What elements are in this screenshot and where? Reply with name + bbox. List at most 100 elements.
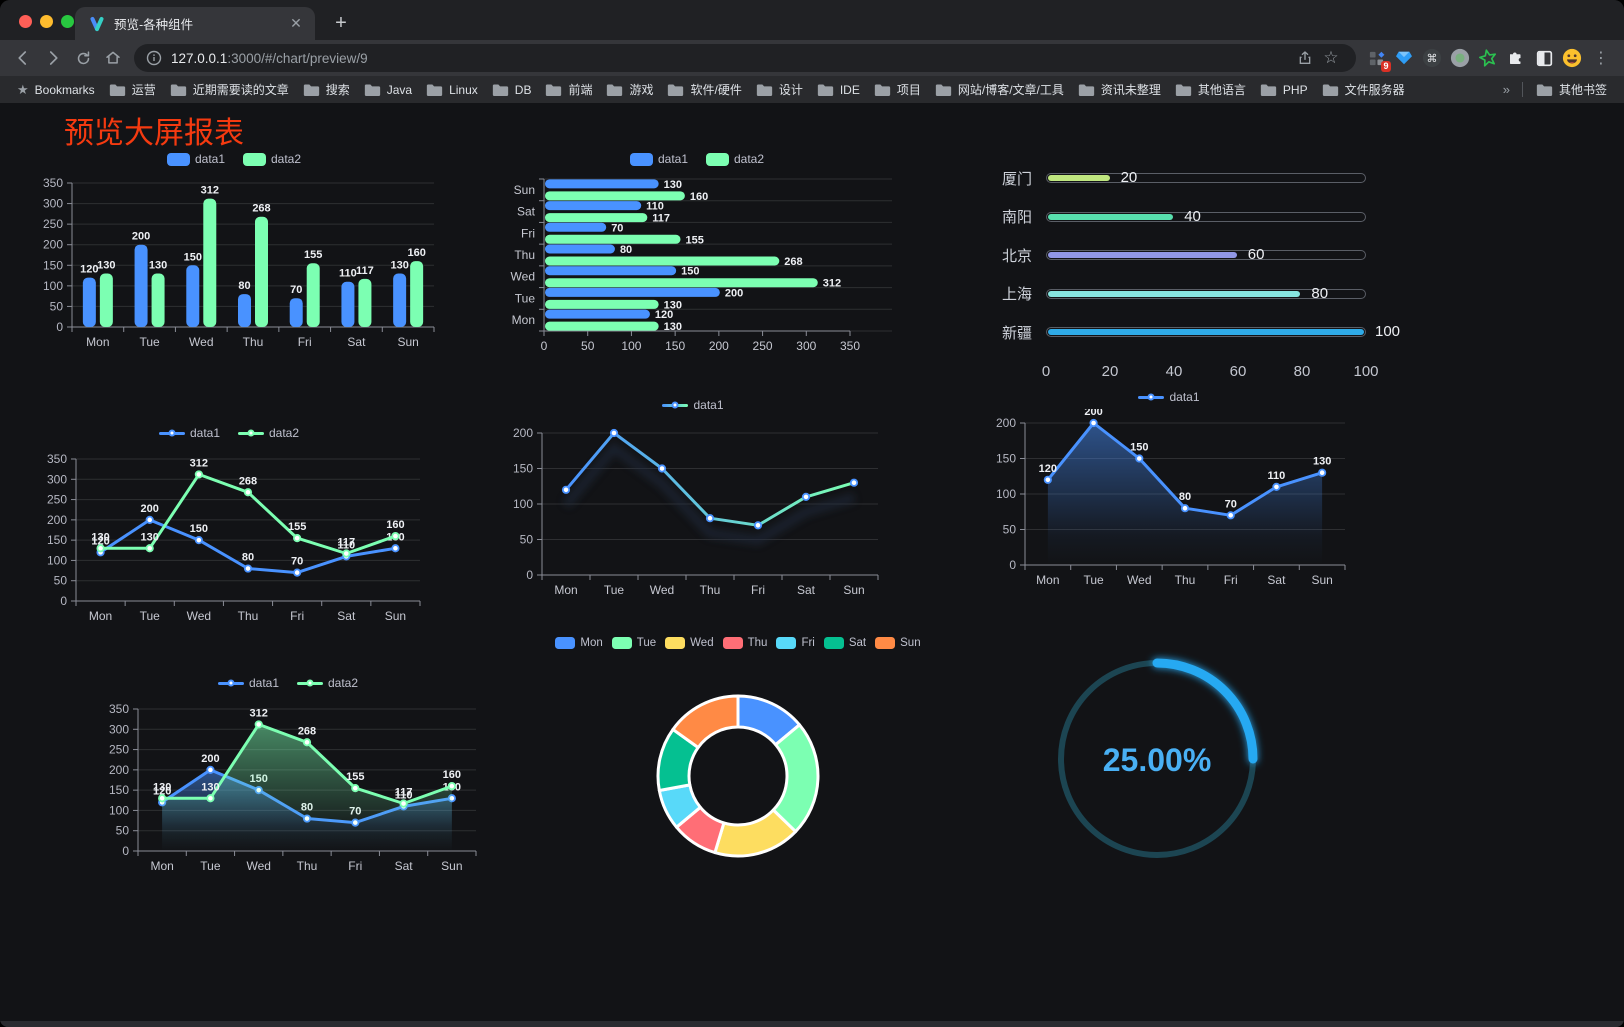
chart-canvas[interactable]: 0 50 100 150 200 250 300 350 Mon Tue Wed Thu Fri Sat S… <box>92 695 484 885</box>
bookmark-folder[interactable]: 搜索 <box>296 79 357 101</box>
legend-item[interactable]: data2 <box>706 152 764 166</box>
svg-text:350: 350 <box>840 339 860 353</box>
bookmark-folder[interactable]: DB <box>485 79 539 101</box>
reload-button[interactable] <box>68 43 98 73</box>
legend-item[interactable]: Wed <box>665 637 714 649</box>
legend-item[interactable]: data1 <box>217 676 279 690</box>
extension-recorder-button[interactable] <box>1446 44 1474 72</box>
progress-row[interactable]: 上海 80 <box>988 274 1366 312</box>
extensions-button[interactable] <box>1502 44 1530 72</box>
bookmark-folder[interactable]: 文件服务器 <box>1315 79 1412 101</box>
minimize-window-button[interactable] <box>40 15 53 28</box>
legend-item[interactable]: data1 <box>1138 390 1200 404</box>
legend-item[interactable]: data1 <box>629 152 688 166</box>
dual-line-chart[interactable]: data1 data2 0 50 100 150 200 250 300 350 Mon Tue We… <box>30 421 428 637</box>
legend-item[interactable]: data1 <box>166 152 225 166</box>
progress-fill <box>1048 175 1110 182</box>
horizontal-bar-chart[interactable]: data1 data2 0 50 100 150 200 250 300 350 Mon 120 13… <box>498 147 896 365</box>
chart-canvas[interactable]: 0 50 100 150 200 Mon Tue Wed Thu Fri Sat Sun 120 200 1… <box>985 409 1353 595</box>
svg-text:120: 120 <box>80 264 98 276</box>
progress-row[interactable]: 南阳 40 <box>988 197 1366 235</box>
folder-icon <box>426 83 443 96</box>
legend-item[interactable]: data2 <box>238 426 299 440</box>
home-button[interactable] <box>98 43 128 73</box>
close-window-button[interactable] <box>19 15 32 28</box>
bookmark-folder[interactable]: 资讯未整理 <box>1071 79 1168 101</box>
other-bookmarks-item[interactable]: 其他书签 <box>1529 79 1614 101</box>
svg-text:Mon: Mon <box>86 335 109 349</box>
new-tab-button[interactable]: + <box>335 11 347 34</box>
svg-text:70: 70 <box>291 556 303 568</box>
bookmark-folder[interactable]: 前端 <box>538 79 599 101</box>
extension-tab-manager-button[interactable]: 9 <box>1362 44 1391 72</box>
progress-row[interactable]: 厦门 20 <box>988 159 1366 197</box>
bookmark-folder[interactable]: PHP <box>1253 79 1315 101</box>
bookmark-folder[interactable]: 设计 <box>749 79 810 101</box>
grouped-bar-chart[interactable]: data1 data2 0 50 100 150 200 250 300 350 Mon Tue We… <box>28 147 440 363</box>
forward-button[interactable] <box>38 43 68 73</box>
legend-item[interactable]: data1 <box>662 398 724 412</box>
legend-item[interactable]: Thu <box>722 637 767 649</box>
bookmark-folder[interactable]: 软件/硬件 <box>660 79 748 101</box>
svg-text:150: 150 <box>109 783 129 797</box>
donut-chart[interactable]: Mon Tue Wed Thu Fri Sat Sun <box>538 631 938 889</box>
legend-item[interactable]: Sat <box>823 637 866 649</box>
share-button[interactable] <box>1292 45 1318 71</box>
extension-vue-devtools-button[interactable] <box>1390 44 1418 72</box>
chart-canvas[interactable]: 0 50 100 150 200 Mon Tue Wed Thu Fri Sat Sun <box>498 417 888 607</box>
progress-row[interactable]: 新疆 100 <box>988 313 1400 351</box>
progress-bars-chart[interactable]: 厦门 20 南阳 40 北京 60 上海 80 新疆 100 0 20 40 60 80 100 <box>988 155 1400 387</box>
legend-label: data2 <box>271 152 302 166</box>
bookmark-folder[interactable]: 网站/博客/文章/工具 <box>928 79 1071 101</box>
page-title: 预览大屏报表 <box>64 117 244 150</box>
svg-text:Tue: Tue <box>140 609 161 623</box>
browser-tab[interactable]: 预览-各种组件 ✕ <box>75 7 315 40</box>
svg-text:110: 110 <box>646 201 664 213</box>
chart-canvas[interactable]: 0 50 100 150 200 250 300 350 Mon Tue Wed Thu Fri Sat S… <box>28 171 440 361</box>
gradient-line-chart[interactable]: data1 0 50 100 150 200 Mon Tue Wed Thu Fri Sat Sun <box>498 393 888 609</box>
bookmark-folder[interactable]: 运营 <box>102 79 163 101</box>
back-button[interactable] <box>8 43 38 73</box>
menu-button[interactable]: ⋮ <box>1593 50 1609 67</box>
bookmark-star-button[interactable]: ☆ <box>1318 45 1344 71</box>
extension-dark-reader-button[interactable] <box>1530 44 1558 72</box>
gauge-chart[interactable]: 25.00% <box>1032 639 1282 879</box>
site-info-icon[interactable] <box>146 50 162 66</box>
legend-item[interactable]: data2 <box>243 152 301 166</box>
maximize-window-button[interactable] <box>61 15 74 28</box>
legend-label: data1 <box>1169 390 1200 404</box>
legend-item[interactable]: Sun <box>875 637 921 649</box>
extension-emoji-button[interactable] <box>1558 44 1586 72</box>
bookmark-folder[interactable]: 近期需要读的文章 <box>163 79 296 101</box>
legend-item[interactable]: data2 <box>297 676 358 690</box>
legend-item[interactable]: data1 <box>158 426 220 440</box>
legend-item[interactable]: Fri <box>776 637 815 649</box>
chart-canvas[interactable]: 0 50 100 150 200 250 300 350 Mon Tue Wed Thu Fri Sat S… <box>30 445 428 635</box>
legend-item[interactable]: Mon <box>555 637 603 649</box>
address-bar[interactable]: 127.0.0.1:3000/#/chart/preview/9 ☆ <box>134 44 1356 72</box>
single-area-chart[interactable]: data1 0 50 100 150 200 Mon Tue Wed Thu Fri Sat Sun 1… <box>985 385 1353 597</box>
bookmarks-root-item[interactable]: ★ Bookmarks <box>10 79 102 101</box>
bookmark-folder[interactable]: IDE <box>810 79 867 101</box>
bookmark-folder[interactable]: Linux <box>419 79 485 101</box>
url-text[interactable]: 127.0.0.1:3000/#/chart/preview/9 <box>171 50 368 66</box>
share-icon <box>1299 51 1311 64</box>
extension-command-button[interactable]: ⌘ <box>1418 44 1446 72</box>
svg-text:Sun: Sun <box>843 583 864 597</box>
chart-canvas[interactable] <box>538 655 938 881</box>
bookmark-folder[interactable]: 游戏 <box>599 79 660 101</box>
legend-item[interactable]: Tue <box>611 637 656 649</box>
svg-text:70: 70 <box>290 284 302 296</box>
bookmarks-overflow-chevron[interactable]: » <box>1502 82 1510 97</box>
progress-row[interactable]: 北京 60 <box>988 236 1366 274</box>
extension-green-star-button[interactable] <box>1474 44 1502 72</box>
legend-label: data1 <box>248 676 279 690</box>
bookmark-folder[interactable]: Java <box>357 79 419 101</box>
chart-canvas[interactable]: 25.00% <box>1032 639 1282 879</box>
tab-close-icon[interactable]: ✕ <box>290 15 302 31</box>
bookmark-folder[interactable]: 其他语言 <box>1168 79 1253 101</box>
dual-area-chart[interactable]: data1 data2 0 50 100 150 200 250 300 350 Mon Tue We… <box>92 671 484 887</box>
bookmark-folder[interactable]: 项目 <box>867 79 928 101</box>
